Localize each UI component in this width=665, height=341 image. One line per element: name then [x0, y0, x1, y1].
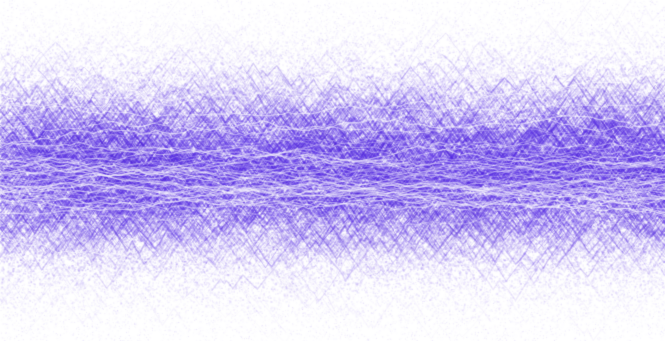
purple-noise-band: [0, 0, 665, 341]
abstract-texture-image: [0, 0, 665, 341]
